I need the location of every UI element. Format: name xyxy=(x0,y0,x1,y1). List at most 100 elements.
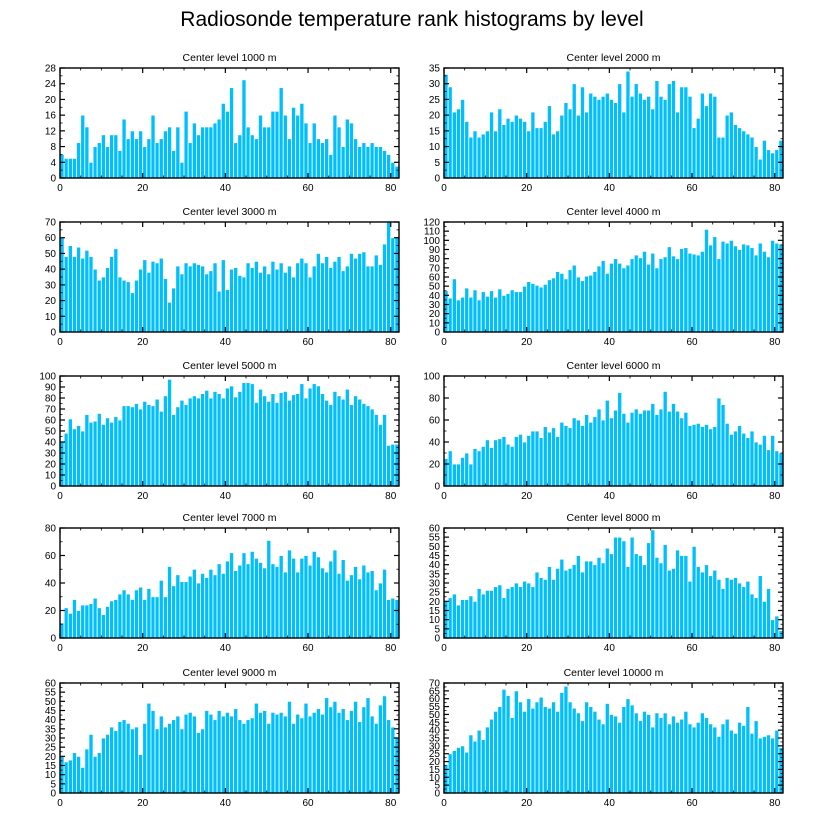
bar xyxy=(468,296,474,333)
bar xyxy=(258,271,263,333)
x-tick-label: 60 xyxy=(686,643,698,654)
y-tick-label: 70 xyxy=(429,263,441,274)
bar xyxy=(208,713,214,794)
bar xyxy=(484,726,490,794)
bar xyxy=(208,126,214,179)
bar xyxy=(654,556,660,639)
y-tick-label: 50 xyxy=(429,710,441,721)
bar xyxy=(501,124,507,179)
bar xyxy=(84,126,90,179)
bar xyxy=(220,397,226,487)
bar xyxy=(766,256,771,333)
y-tick-label: 60 xyxy=(429,273,441,284)
bar xyxy=(299,557,305,639)
bar xyxy=(675,410,681,487)
y-tick-label: 45 xyxy=(429,718,441,729)
bar xyxy=(571,83,577,179)
bar xyxy=(484,439,490,487)
bar xyxy=(766,449,771,487)
y-tick-label: 10 xyxy=(429,142,441,153)
bar xyxy=(237,275,243,333)
bar xyxy=(357,146,363,179)
bar xyxy=(699,571,705,639)
bar xyxy=(749,247,755,333)
bar xyxy=(658,562,664,639)
y-tick-label: 50 xyxy=(429,542,441,553)
bar xyxy=(200,572,206,639)
bar xyxy=(642,409,647,487)
y-tick-label: 8 xyxy=(50,142,56,153)
bar xyxy=(683,247,689,333)
bar xyxy=(142,599,148,639)
bar xyxy=(695,422,701,487)
bar xyxy=(204,577,210,639)
bar xyxy=(728,111,734,179)
bar xyxy=(262,395,268,487)
x-tick-label: 40 xyxy=(604,491,616,502)
bar xyxy=(464,121,470,179)
x-tick-label: 20 xyxy=(521,337,533,348)
x-tick-label: 0 xyxy=(57,798,63,809)
bar xyxy=(175,126,181,179)
bar xyxy=(522,285,528,333)
bar xyxy=(704,423,709,487)
bar xyxy=(629,704,635,794)
bar xyxy=(237,564,243,639)
y-tick-label: 40 xyxy=(45,715,57,726)
bar xyxy=(476,729,482,794)
bar xyxy=(113,416,119,487)
panel-title: Center level 7000 m xyxy=(183,512,277,524)
bar xyxy=(646,409,652,487)
x-tick-label: 20 xyxy=(521,491,533,502)
bar xyxy=(687,425,693,487)
bar xyxy=(348,122,354,179)
bar xyxy=(80,604,86,639)
bar xyxy=(567,701,573,794)
bar xyxy=(749,136,755,179)
bar xyxy=(233,396,239,487)
bar xyxy=(183,713,189,794)
bar xyxy=(286,265,292,333)
bar xyxy=(382,150,387,179)
bar xyxy=(451,593,457,639)
bar xyxy=(84,414,90,487)
bar xyxy=(596,99,602,179)
y-tick-label: 30 xyxy=(429,79,441,90)
bar xyxy=(753,720,759,794)
bar xyxy=(613,536,619,639)
bar xyxy=(596,718,602,794)
bar xyxy=(241,276,247,333)
bar xyxy=(63,761,69,794)
bar xyxy=(534,571,540,639)
bar xyxy=(464,599,470,639)
bar xyxy=(241,382,247,487)
bar xyxy=(596,556,602,639)
x-tick-label: 0 xyxy=(441,798,447,809)
x-tick-label: 40 xyxy=(220,798,232,809)
bar xyxy=(80,257,86,333)
bar xyxy=(96,279,102,333)
bar xyxy=(683,411,689,487)
bar xyxy=(497,584,503,639)
bar xyxy=(129,130,135,179)
bar xyxy=(654,712,660,794)
bar xyxy=(295,713,301,794)
bar xyxy=(613,258,619,333)
y-tick-label: 35 xyxy=(429,734,441,745)
bar xyxy=(96,142,102,179)
bar xyxy=(675,258,681,333)
bar xyxy=(216,290,222,333)
bar xyxy=(530,707,536,794)
y-tick-label: 40 xyxy=(45,265,57,276)
bar xyxy=(307,715,313,794)
y-tick-label: 60 xyxy=(45,679,57,690)
x-tick-label: 80 xyxy=(385,798,397,809)
bar xyxy=(753,441,759,487)
bar xyxy=(96,752,102,794)
bar xyxy=(63,607,69,639)
bar xyxy=(353,257,359,333)
bar xyxy=(526,698,532,794)
bar xyxy=(584,560,590,639)
bar xyxy=(390,726,396,794)
bar xyxy=(604,399,610,487)
